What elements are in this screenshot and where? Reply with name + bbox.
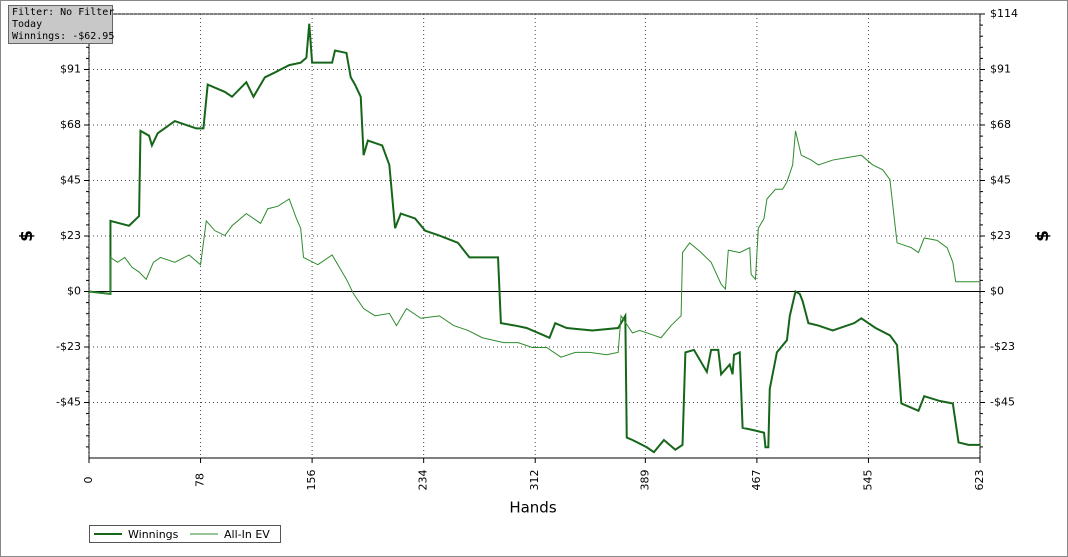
- y-tick-label: $45: [60, 174, 81, 187]
- x-tick-label: 545: [861, 470, 874, 491]
- y2-tick-label: $0: [990, 285, 1004, 298]
- x-tick-label: 234: [417, 470, 430, 491]
- info-line: Winnings: -$62.95: [12, 31, 114, 42]
- line-series: [88, 23, 980, 454]
- x-tick-label: 467: [750, 470, 763, 491]
- x-axis-label: Hands: [509, 499, 556, 517]
- y2-tick-label: $23: [990, 229, 1011, 242]
- legend-box: [89, 525, 281, 543]
- y2-tick-label: $114: [990, 7, 1018, 20]
- info-line: Filter: No Filter: [12, 7, 114, 18]
- x-tick-label: 389: [638, 470, 651, 491]
- x-tick-label: 312: [528, 470, 541, 491]
- legend-label: Winnings: [128, 528, 179, 541]
- x-tick-label: 0: [82, 477, 95, 484]
- y-tick-label: -$23: [56, 340, 81, 353]
- x-tick-label: 156: [305, 470, 318, 491]
- y2-tick-label: $68: [990, 118, 1011, 131]
- y2-tick-label: -$23: [990, 340, 1015, 353]
- y-tick-label: -$45: [56, 396, 81, 409]
- y-tick-label: $68: [60, 118, 81, 131]
- y2-tick-label: $45: [990, 174, 1011, 187]
- line-series: [88, 130, 980, 358]
- legend: Winnings All-In EV: [89, 525, 281, 543]
- y2-tick-label: $91: [990, 63, 1011, 76]
- y-tick-label: $91: [60, 63, 81, 76]
- legend-label: All-In EV: [224, 528, 270, 541]
- y2-tick-label: -$45: [990, 396, 1015, 409]
- y-tick-label: $0: [67, 285, 81, 298]
- y-axis-label: $: [17, 230, 37, 242]
- info-box-bg: [8, 5, 113, 44]
- info-line: Today: [12, 19, 42, 30]
- y-tick-label: $23: [60, 229, 81, 242]
- y2-axis-label: $: [1033, 230, 1053, 242]
- x-tick-label: 623: [973, 470, 986, 491]
- x-tick-label: 78: [194, 473, 207, 487]
